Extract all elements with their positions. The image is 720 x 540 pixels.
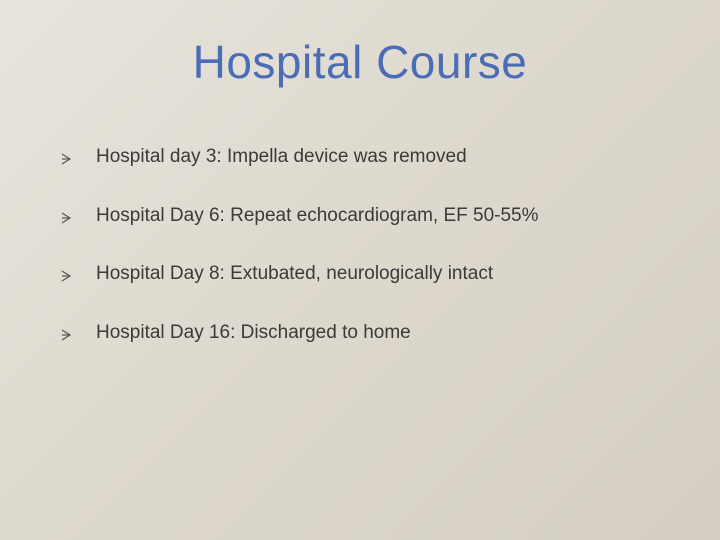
- bullet-marker-icon: [60, 265, 74, 279]
- bullet-marker-icon: [60, 148, 74, 162]
- list-item: Hospital Day 6: Repeat echocardiogram, E…: [60, 203, 665, 230]
- list-item: Hospital day 3: Impella device was remov…: [60, 144, 665, 171]
- bullet-text: Hospital Day 16: Discharged to home: [96, 320, 665, 347]
- slide-title: Hospital Course: [55, 35, 665, 89]
- bullet-text: Hospital Day 8: Extubated, neurologicall…: [96, 261, 665, 288]
- list-item: Hospital Day 8: Extubated, neurologicall…: [60, 261, 665, 288]
- bullet-text: Hospital Day 6: Repeat echocardiogram, E…: [96, 203, 665, 230]
- list-item: Hospital Day 16: Discharged to home: [60, 320, 665, 347]
- slide-container: Hospital Course Hospital day 3: Impella …: [0, 0, 720, 540]
- bullet-marker-icon: [60, 324, 74, 338]
- bullet-text: Hospital day 3: Impella device was remov…: [96, 144, 665, 171]
- bullet-list: Hospital day 3: Impella device was remov…: [55, 144, 665, 346]
- bullet-marker-icon: [60, 207, 74, 221]
